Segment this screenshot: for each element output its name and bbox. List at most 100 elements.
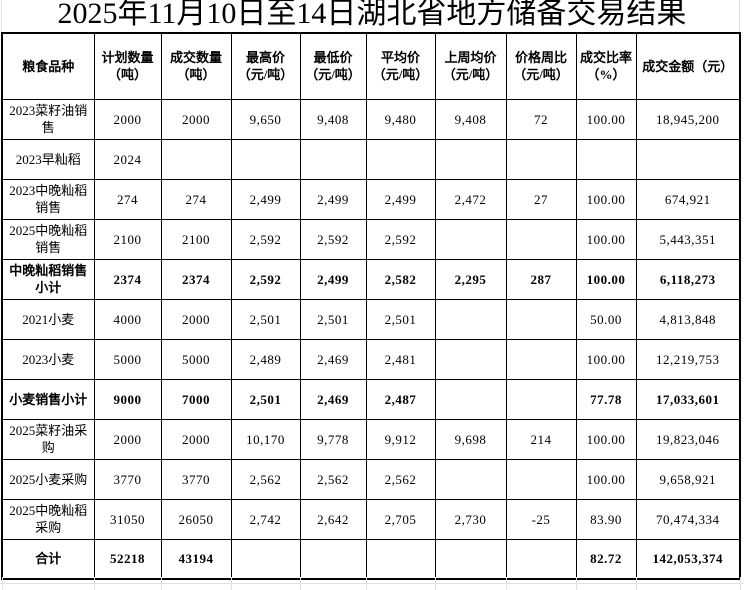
sheet-gridline [231,577,232,590]
cell: 2,469 [299,378,367,420]
cell: 6,118,273 [635,258,741,300]
cell [505,538,577,580]
cell [230,538,301,580]
cell [505,378,577,420]
sheet-gridline [161,577,162,590]
cell: 274 [93,178,162,220]
cell: 10,170 [230,418,301,460]
cell: 77.78 [575,378,637,420]
cell: 2000 [93,418,162,460]
cell [505,218,577,260]
sheet-gridline [366,577,367,590]
cell: 674,921 [635,178,741,220]
cell: 2,501 [230,298,301,340]
cell: 9,408 [299,98,367,140]
page-title: 2025年11月10日至14日湖北省地方储备交易结果 [57,0,687,30]
cell: 100.00 [575,418,637,460]
cell: 100.00 [575,218,637,260]
sheet-gridline [576,577,577,590]
row-label: 2023早籼稻 [1,138,95,180]
row-label: 2023中晚籼稻销售 [1,178,95,220]
cell: 2,742 [230,498,301,540]
cell [635,138,741,180]
cell: 82.72 [575,538,637,580]
cell: 2,295 [434,258,507,300]
sheet-gridline [94,577,95,590]
cell: 100.00 [575,98,637,140]
cell: 2,499 [230,178,301,220]
cell: 2100 [160,218,232,260]
cell: 3770 [160,458,232,500]
cell [505,138,577,180]
table-row: 2023中晚籼稻销售 274 274 2,499 2,499 2,499 2,472 27 10… [1,178,741,220]
table-row: 中晚籼稻销售小计 2374 2374 2,592 2,499 2,582 2,295 287 1… [1,258,741,300]
header-cell: 最低价（元/吨） [299,32,367,100]
cell [434,378,507,420]
cell: 70,474,334 [635,498,741,540]
row-label: 2025小麦采购 [1,458,95,500]
cell: 9000 [93,378,162,420]
table-row: 2021小麦 4000 2000 2,501 2,501 2,501 50.00 4,813,… [1,298,741,340]
cell: 2,501 [230,378,301,420]
sheet-gridline [435,577,436,590]
cell: 9,658,921 [635,458,741,500]
cell: 9,480 [365,98,436,140]
cell: 2,501 [365,298,436,340]
row-label: 中晚籼稻销售小计 [1,258,95,300]
cell: 2,501 [299,298,367,340]
header-cell: 平均价（元/吨） [365,32,436,100]
cell: 2,730 [434,498,507,540]
row-label: 合计 [1,538,95,580]
cell: 9,408 [434,98,507,140]
sheet-gridline [739,0,740,32]
table-header: 粮食品种 计划数量（吨） 成交数量（吨） 最高价（元/吨） 最低价（元/吨） 平均价（元/… [1,32,741,100]
cell [299,538,367,580]
table-row: 2025菜籽油采购 2000 2000 10,170 9,778 9,912 9,698 21… [1,418,741,460]
sheet-gridline [300,577,301,590]
cell: 27 [505,178,577,220]
header-cell: 最高价（元/吨） [230,32,301,100]
cell: 9,912 [365,418,436,460]
cell: 2,499 [365,178,436,220]
header-cell: 计划数量（吨） [93,32,162,100]
cell: 100.00 [575,258,637,300]
cell: 2000 [160,298,232,340]
cell: 2,582 [365,258,436,300]
row-label: 2025中晚籼稻采购 [1,498,95,540]
cell: 2,592 [365,218,436,260]
table-row: 2023小麦 5000 5000 2,489 2,469 2,481 100.00 12,21… [1,338,741,380]
cell: 4,813,848 [635,298,741,340]
row-label: 2023小麦 [1,338,95,380]
cell: 7000 [160,378,232,420]
cell: 2,489 [230,338,301,380]
table-row: 2025小麦采购 3770 3770 2,562 2,562 2,562 100.00 9,6… [1,458,741,500]
cell: 2,499 [299,258,367,300]
row-label: 2023菜籽油销售 [1,98,95,140]
cell: 4000 [93,298,162,340]
cell: 43194 [160,538,232,580]
cell [505,338,577,380]
cell: 100.00 [575,178,637,220]
cell: 9,650 [230,98,301,140]
cell: 5000 [160,338,232,380]
table-row: 合计 52218 43194 82.72 142,053,374 [1,538,741,580]
cell: 2000 [160,98,232,140]
cell [575,138,637,180]
cell [505,298,577,340]
cell [434,458,507,500]
cell: 2,705 [365,498,436,540]
cell: 100.00 [575,458,637,500]
cell: 50.00 [575,298,637,340]
cell: 2,592 [299,218,367,260]
cell: 2,562 [230,458,301,500]
cell: 18,945,200 [635,98,741,140]
header-cell: 价格周比（元/吨） [505,32,577,100]
cell: 100.00 [575,338,637,380]
cell [434,138,507,180]
cell: 12,219,753 [635,338,741,380]
cell: 2000 [93,98,162,140]
header-cell: 上周均价（元/吨） [434,32,507,100]
header-cell: 成交金额（元） [635,32,741,100]
cell: 9,698 [434,418,507,460]
sheet-gridline [506,577,507,590]
